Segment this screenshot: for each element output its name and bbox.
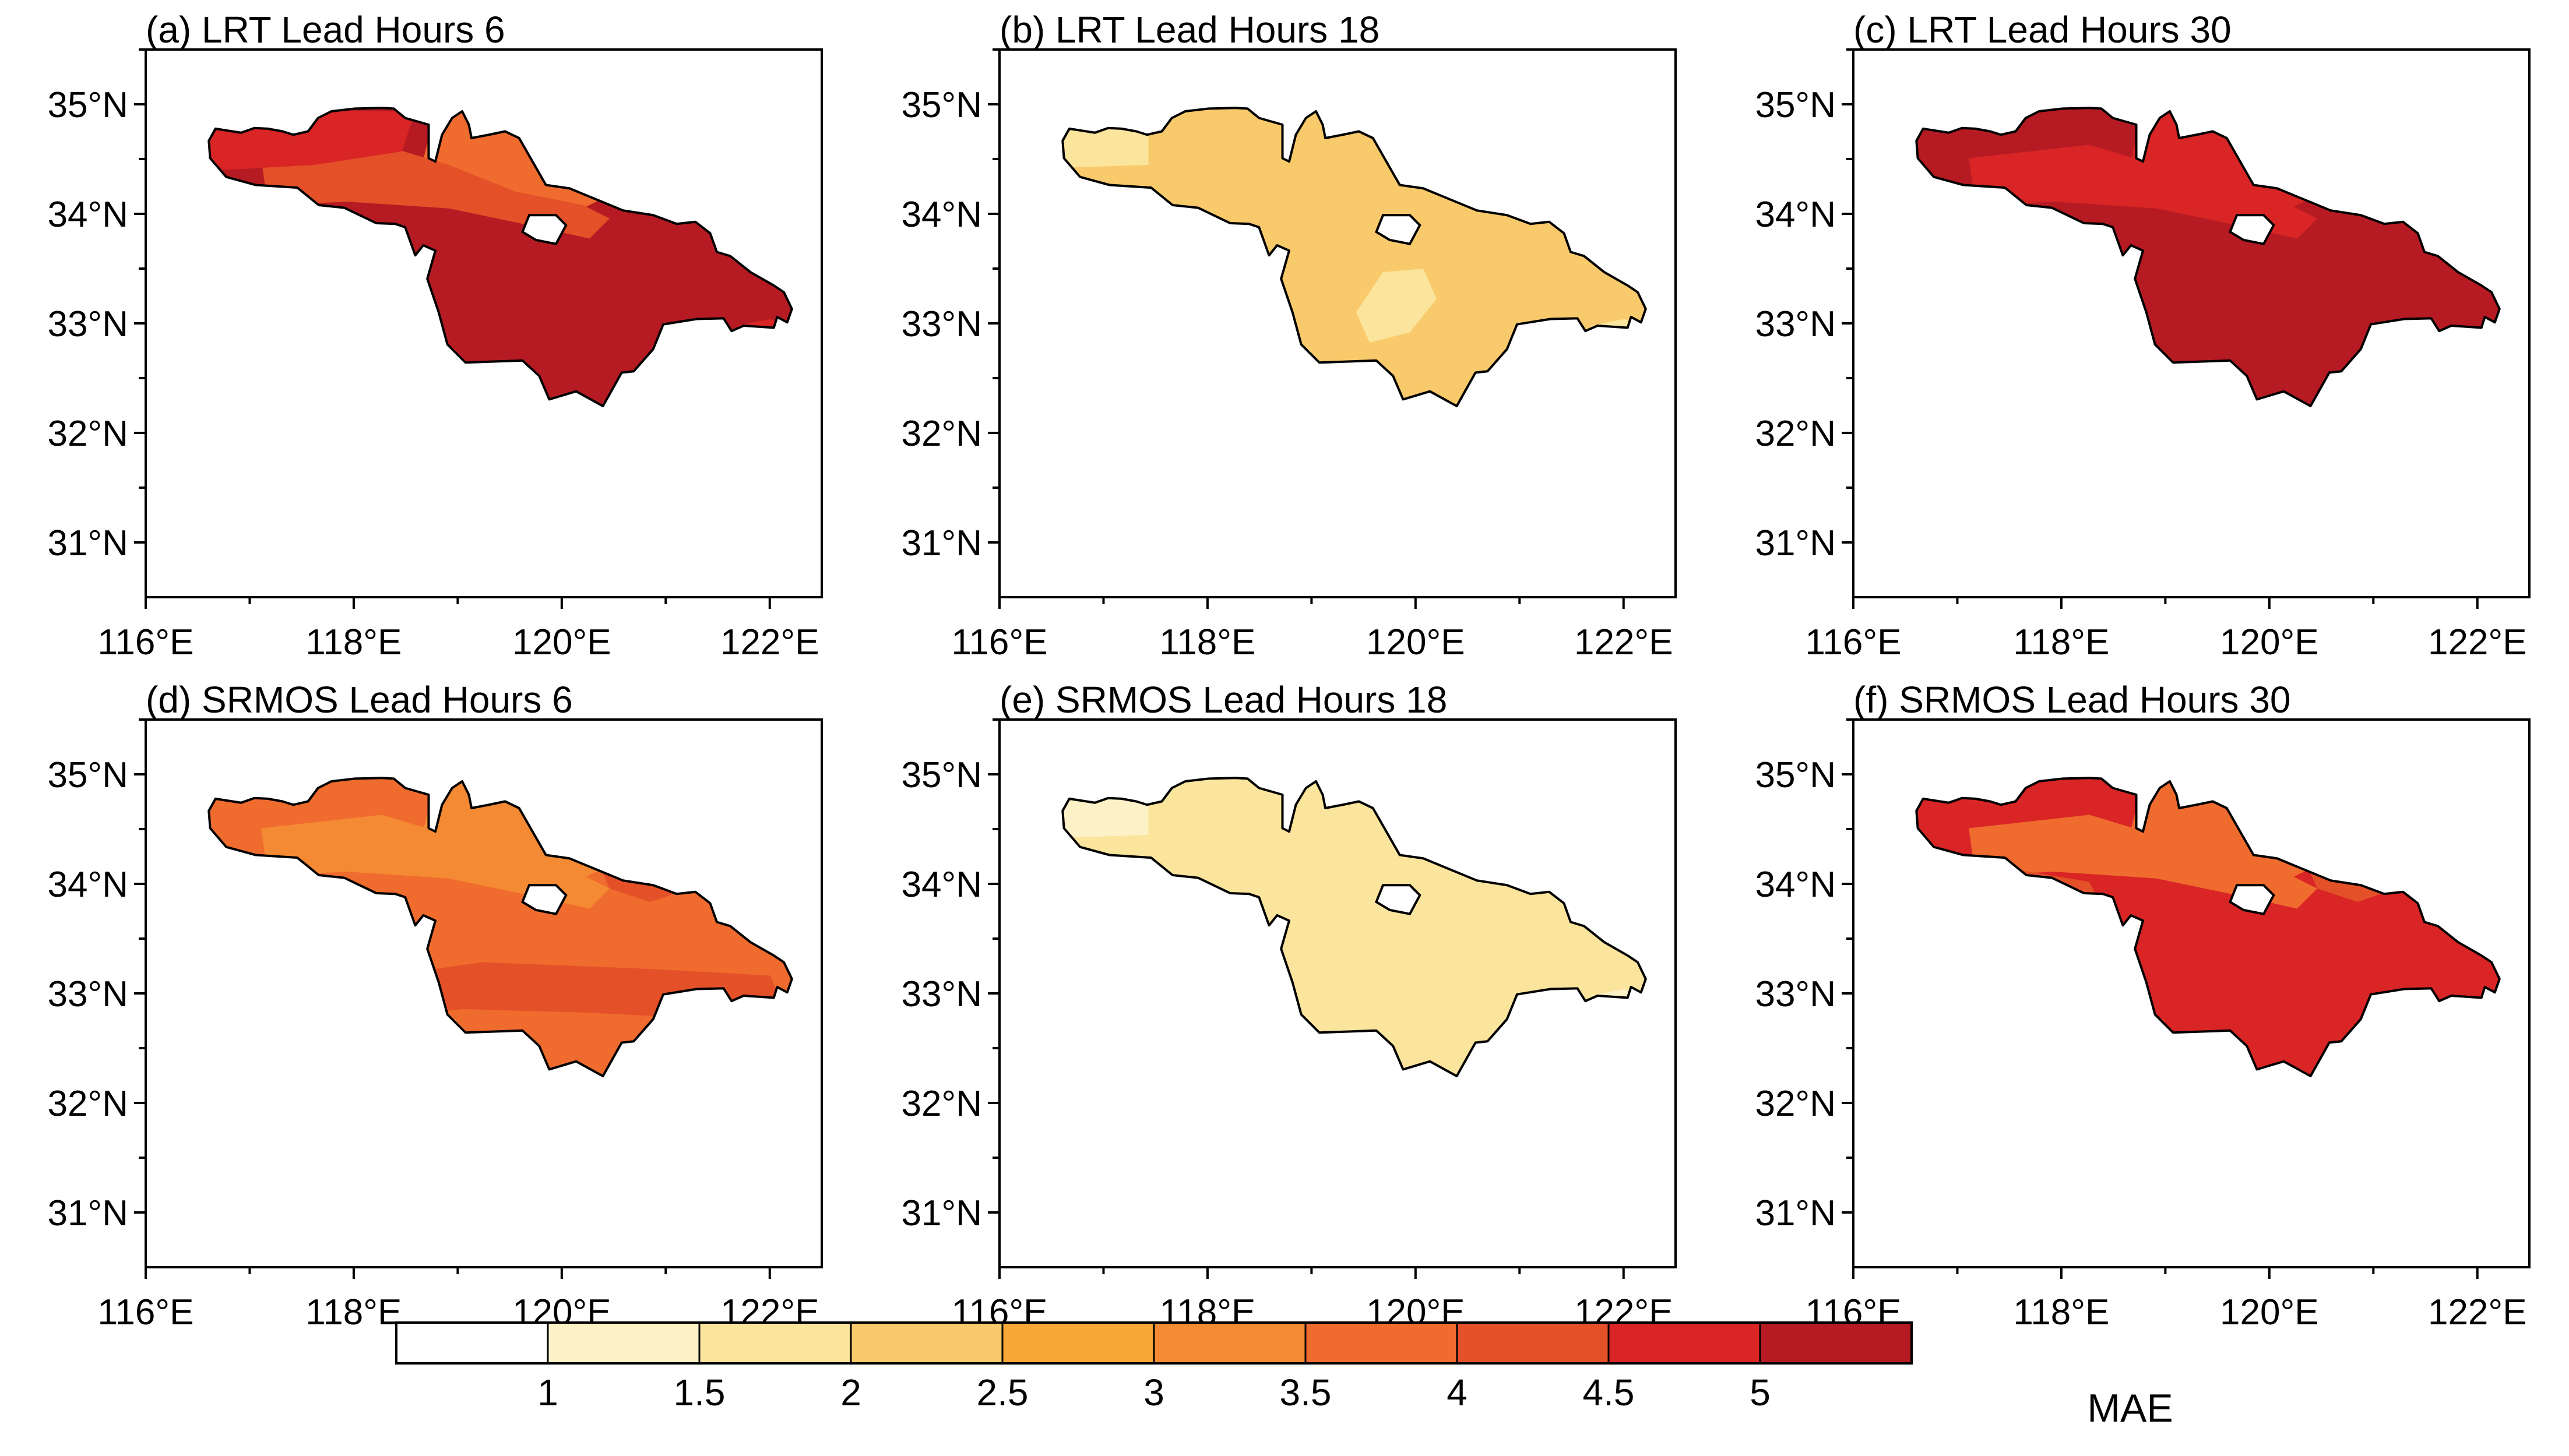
colorbar-swatch [1001,1321,1155,1365]
panel-title: (e) SRMOS Lead Hours 18 [1000,679,1447,721]
colorbar: 1 1.5 2 2.5 3 3.5 4 4.5 5 MAE [395,1321,2173,1430]
x-tick-label: 118°E [1159,622,1255,662]
y-tick-label: 33°N [901,304,982,344]
x-tick-label: 116°E [98,622,194,662]
x-tick-label: 120°E [512,622,611,662]
y-tick-label: 33°N [1755,304,1836,344]
panel-title: (d) SRMOS Lead Hours 6 [146,679,573,721]
y-tick-label: 34°N [47,865,128,905]
x-tick-label: 118°E [305,622,402,662]
colorbar-label: 4 [1447,1372,1468,1413]
map-panels: (a) LRT Lead Hours 6 116°E 118°E 120°E 122°E… [47,9,2531,1332]
x-tick-label: 122°E [2428,1292,2527,1332]
x-tick-label: 122°E [720,622,819,662]
colorbar-swatch [1607,1321,1761,1365]
x-tick-label: 120°E [1366,622,1465,662]
y-tick-label: 31°N [901,523,982,563]
y-tick-label: 31°N [1755,1193,1836,1233]
x-tick-label: 122°E [2428,622,2527,662]
y-tick-label: 32°N [1755,1084,1836,1124]
map-panel: (c) LRT Lead Hours 30 116°E 118°E 120°E 122°… [1755,9,2531,662]
x-tick-label: 118°E [2013,1292,2109,1332]
x-tick-label: 118°E [305,1292,402,1332]
y-tick-label: 33°N [47,304,128,344]
y-tick-label: 33°N [47,974,128,1014]
y-tick-label: 32°N [1755,414,1836,454]
y-tick-label: 35°N [901,85,982,125]
mae-zone [382,346,469,406]
y-tick-label: 32°N [47,1084,128,1124]
colorbar-swatch [1759,1321,1913,1365]
colorbar-swatch [850,1321,1004,1365]
colorbar-label: 2.5 [977,1372,1029,1413]
mae-zone [2089,1016,2177,1076]
x-tick-label: 120°E [2220,1292,2319,1332]
y-tick-label: 34°N [901,865,982,905]
x-tick-label: 120°E [2220,622,2319,662]
y-tick-label: 34°N [901,195,982,235]
y-tick-label: 31°N [1755,523,1836,563]
y-tick-label: 33°N [1755,974,1836,1014]
colorbar-label: 2 [840,1372,861,1413]
x-tick-label: 118°E [2013,622,2109,662]
colorbar-swatch [698,1321,852,1365]
y-tick-label: 35°N [47,85,128,125]
colorbar-swatch [547,1321,701,1365]
colorbar-swatch [1456,1321,1610,1365]
y-tick-label: 34°N [1755,865,1836,905]
x-tick-label: 116°E [1806,622,1902,662]
x-tick-label: 116°E [952,622,1048,662]
y-tick-label: 33°N [901,974,982,1014]
y-tick-label: 31°N [47,523,128,563]
colorbar-label: 1 [537,1372,558,1413]
panel-title: (c) LRT Lead Hours 30 [1853,9,2232,51]
y-tick-label: 32°N [901,1084,982,1124]
mae-zone [1236,346,1323,406]
colorbar-label: 3.5 [1280,1372,1332,1413]
colorbar-swatch [1153,1321,1307,1365]
panel-title: (b) LRT Lead Hours 18 [1000,9,1379,51]
x-tick-label: 116°E [98,1292,194,1332]
panel-title: (f) SRMOS Lead Hours 30 [1853,679,2291,721]
panel-title: (a) LRT Lead Hours 6 [146,9,505,51]
colorbar-swatch [395,1321,549,1365]
colorbar-frame [395,1321,1913,1365]
map-panel: (a) LRT Lead Hours 6 116°E 118°E 120°E 122°E… [47,9,823,662]
colorbar-swatch [1304,1321,1458,1365]
y-tick-label: 35°N [901,755,982,795]
colorbar-label: 3 [1143,1372,1164,1413]
y-tick-label: 32°N [47,414,128,454]
map-panel: (b) LRT Lead Hours 18 116°E 118°E 120°E 122°… [901,9,1677,662]
mae-zone [382,1016,469,1076]
colorbar-label: 4.5 [1583,1372,1635,1413]
y-tick-label: 34°N [47,195,128,235]
y-tick-label: 34°N [1755,195,1836,235]
y-tick-label: 32°N [901,414,982,454]
y-tick-label: 35°N [47,755,128,795]
colorbar-label: 5 [1750,1372,1771,1413]
y-tick-label: 35°N [1755,755,1836,795]
y-tick-label: 31°N [901,1193,982,1233]
y-tick-label: 35°N [1755,85,1836,125]
x-tick-label: 122°E [1574,622,1673,662]
colorbar-label: 1.5 [674,1372,726,1413]
colorbar-title: MAE [2087,1386,2173,1430]
y-tick-label: 31°N [47,1193,128,1233]
